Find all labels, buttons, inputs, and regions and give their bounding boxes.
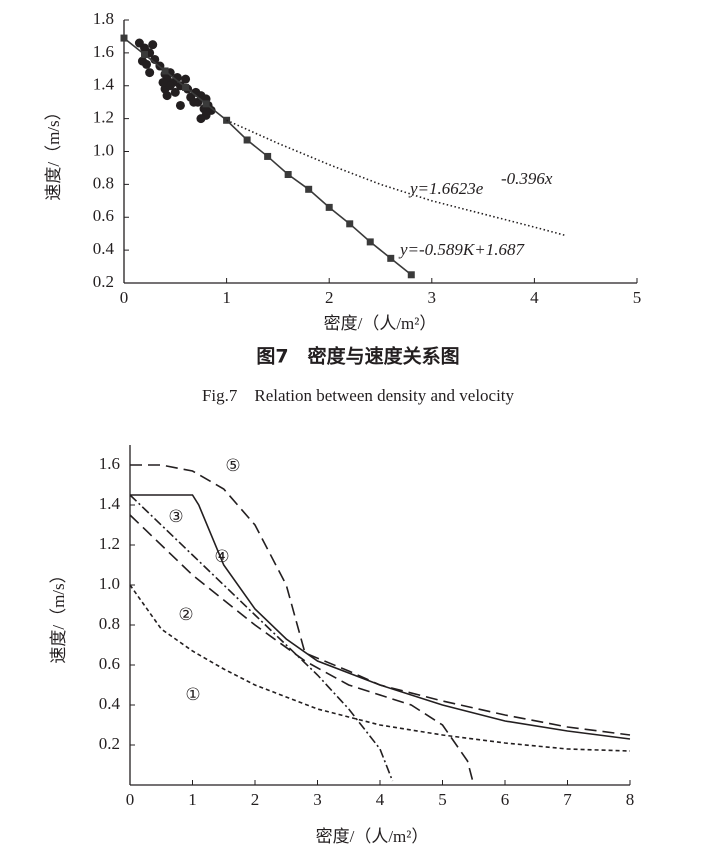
y-tick-label: 1.6 <box>99 454 120 473</box>
annotation: y=-0.589K+1.687 <box>398 240 525 259</box>
data-point <box>189 97 199 107</box>
square-marker <box>346 220 354 228</box>
y-tick-label: 1.4 <box>93 75 115 94</box>
square-marker <box>141 51 149 59</box>
y-tick-label: 0.6 <box>99 654 120 673</box>
square-marker <box>407 271 415 279</box>
y-tick-label: 1.2 <box>99 534 120 553</box>
y-tick-label: 0.2 <box>93 272 114 291</box>
data-point <box>165 81 175 91</box>
y-tick-label: 0.6 <box>93 206 114 225</box>
x-tick-label: 1 <box>222 288 231 307</box>
annotation: ④ <box>214 547 229 566</box>
x-tick-label: 4 <box>530 288 539 307</box>
data-point <box>145 68 155 78</box>
square-marker <box>366 238 374 246</box>
y-tick-label: 1.0 <box>99 574 120 593</box>
y-tick-label: 0.8 <box>93 173 114 192</box>
y-tick-label: 1.8 <box>93 9 114 28</box>
x-tick-label: 2 <box>251 790 260 809</box>
x-tick-label: 1 <box>188 790 197 809</box>
y-axis-label: 速度/（m/s） <box>49 566 68 663</box>
square-marker <box>264 152 272 160</box>
line <box>130 494 631 740</box>
square-marker <box>243 136 251 144</box>
y-tick-label: 1.6 <box>93 42 114 61</box>
data-point <box>181 74 191 84</box>
annotation: ③ <box>168 507 183 526</box>
x-axis-label: 密度/（人/m²） <box>324 314 437 333</box>
x-tick-label: 4 <box>376 790 385 809</box>
x-tick-label: 7 <box>563 790 572 809</box>
y-tick-label: 0.2 <box>99 734 120 753</box>
square-marker <box>202 100 210 108</box>
x-axis-label: 密度/（人/m²） <box>316 827 429 846</box>
figure-caption-en: Fig.7 Relation between density and veloc… <box>202 386 515 405</box>
line <box>129 494 394 782</box>
square-marker <box>120 34 128 42</box>
square-marker <box>387 254 395 262</box>
y-tick-label: 1.2 <box>93 108 114 127</box>
data-point <box>148 40 158 50</box>
y-tick-label: 1.4 <box>99 494 121 513</box>
x-tick-label: 2 <box>325 288 334 307</box>
annotation: ① <box>185 685 200 704</box>
x-tick-label: 3 <box>428 288 437 307</box>
square-marker <box>305 185 313 193</box>
x-tick-label: 0 <box>126 790 135 809</box>
y-tick-label: 0.4 <box>99 694 121 713</box>
data-point <box>162 91 172 101</box>
line <box>130 464 631 736</box>
annotation: ② <box>178 605 193 624</box>
data-point <box>170 87 180 97</box>
annotation: -0.396x <box>501 169 553 188</box>
annotation: ⑤ <box>225 456 240 475</box>
line <box>129 514 475 786</box>
data-point <box>196 114 206 124</box>
annotation: y=1.6623e <box>408 179 484 198</box>
x-tick-label: 3 <box>313 790 322 809</box>
square-marker <box>161 67 169 75</box>
x-tick-label: 8 <box>626 790 635 809</box>
y-axis-label: 速度/（m/s） <box>44 103 63 200</box>
data-point <box>158 77 168 87</box>
x-tick-label: 5 <box>633 288 642 307</box>
square-marker <box>182 83 190 91</box>
data-point <box>142 59 152 69</box>
square-marker <box>284 171 292 179</box>
data-point <box>175 100 185 110</box>
x-tick-label: 5 <box>438 790 447 809</box>
x-tick-label: 6 <box>501 790 510 809</box>
y-tick-label: 1.0 <box>93 140 114 159</box>
figure-caption: 图7 密度与速度关系图 <box>256 345 459 368</box>
y-tick-label: 0.8 <box>99 614 120 633</box>
line <box>226 119 566 237</box>
line <box>129 584 631 752</box>
x-tick-label: 0 <box>120 288 129 307</box>
square-marker <box>325 203 333 211</box>
y-tick-label: 0.4 <box>93 239 115 258</box>
